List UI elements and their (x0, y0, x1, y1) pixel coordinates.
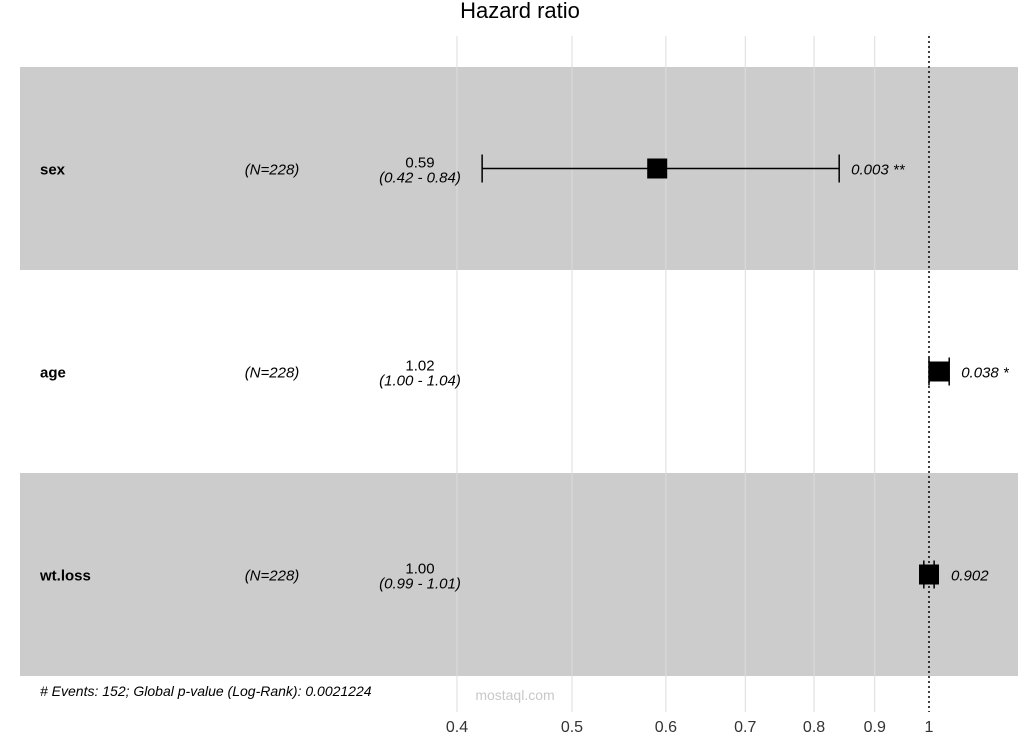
footer-note: # Events: 152; Global p-value (Log-Rank)… (40, 683, 372, 699)
x-tick-label-0.6: 0.6 (655, 719, 677, 736)
x-axis-tick-labels: 0.4 0.5 0.6 0.7 0.8 0.9 1 (446, 719, 934, 736)
point-estimate-age (929, 361, 950, 382)
variable-label-wt.loss: wt.loss (39, 568, 91, 585)
row-band-wt.loss (20, 473, 1018, 676)
x-tick-label-0.5: 0.5 (561, 719, 583, 736)
hr-value-wt.loss: 1.00 (405, 561, 434, 578)
grid-lines (456, 36, 876, 712)
p-value-wt.loss: 0.902 (951, 568, 989, 585)
x-tick-label-1: 1 (925, 719, 934, 736)
x-tick-label-0.7: 0.7 (734, 719, 756, 736)
variable-label-age: age (40, 365, 66, 382)
n-label-sex: (N=228) (245, 162, 300, 179)
chart-title: Hazard ratio (460, 0, 580, 23)
x-tick-label-0.8: 0.8 (803, 719, 825, 736)
row-bands (20, 67, 1018, 676)
ci-value-age: (1.00 - 1.04) (379, 373, 461, 390)
ci-value-sex: (0.42 - 0.84) (379, 170, 461, 187)
x-tick-label-0.4: 0.4 (446, 719, 468, 736)
p-value-sex: 0.003 ** (851, 162, 906, 179)
point-estimate-sex (647, 158, 668, 179)
estimate-marks (481, 154, 950, 589)
x-tick-label-0.9: 0.9 (864, 719, 886, 736)
variable-label-sex: sex (40, 162, 66, 179)
p-value-age: 0.038 * (961, 365, 1010, 382)
hr-value-age: 1.02 (405, 358, 434, 375)
n-label-age: (N=228) (245, 365, 300, 382)
row-labels: sex (N=228) 0.59(0.42 - 0.84) 0.003 ** age (N… (39, 155, 1010, 593)
n-label-wt.loss: (N=228) (245, 568, 300, 585)
point-estimate-wt.loss (919, 564, 939, 585)
hr-value-sex: 0.59 (405, 155, 434, 172)
watermark: mostaql.com (475, 687, 554, 703)
ci-value-wt.loss: (0.99 - 1.01) (379, 576, 461, 593)
